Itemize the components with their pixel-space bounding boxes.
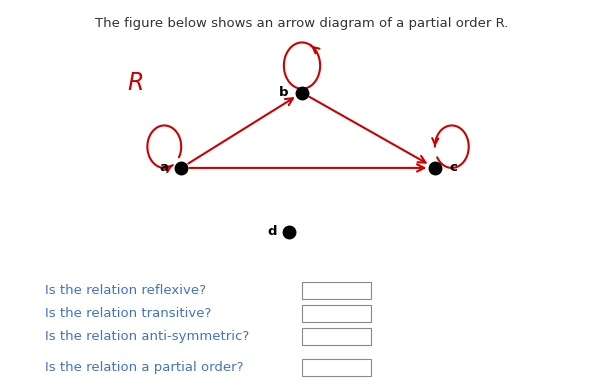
Text: Is the relation reflexive?: Is the relation reflexive? xyxy=(45,284,207,297)
Text: d: d xyxy=(267,225,277,238)
Text: b: b xyxy=(279,86,289,99)
Text: Select: Select xyxy=(313,284,349,297)
Text: ✓: ✓ xyxy=(354,363,362,373)
Text: a: a xyxy=(160,161,169,174)
Text: c: c xyxy=(449,161,457,174)
Text: ✓: ✓ xyxy=(354,332,362,342)
Text: Is the relation anti-symmetric?: Is the relation anti-symmetric? xyxy=(45,330,249,343)
Text: Is the relation transitive?: Is the relation transitive? xyxy=(45,307,211,320)
Text: Select: Select xyxy=(313,361,349,374)
FancyBboxPatch shape xyxy=(302,328,371,345)
FancyBboxPatch shape xyxy=(302,305,371,322)
Text: The figure below shows an arrow diagram of a partial order R.: The figure below shows an arrow diagram … xyxy=(95,17,509,30)
Text: Select: Select xyxy=(313,330,349,344)
FancyBboxPatch shape xyxy=(302,359,371,376)
Text: Select: Select xyxy=(313,307,349,320)
Text: ✓: ✓ xyxy=(354,286,362,296)
Text: R: R xyxy=(127,71,144,95)
Text: Is the relation a partial order?: Is the relation a partial order? xyxy=(45,361,244,374)
FancyBboxPatch shape xyxy=(302,282,371,299)
Text: ✓: ✓ xyxy=(354,309,362,319)
